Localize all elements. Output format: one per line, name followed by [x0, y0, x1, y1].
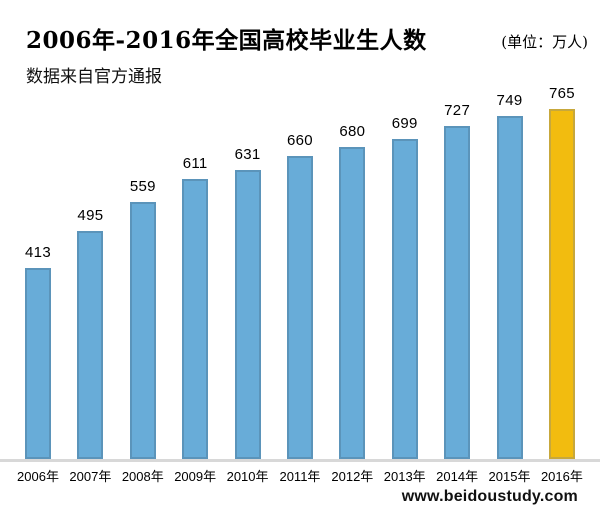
- bar-column: 727: [431, 102, 483, 459]
- bar-column: 749: [484, 92, 536, 459]
- chart-title: 2006年-2016年全国高校毕业生人数: [26, 27, 427, 54]
- bar: [129, 202, 156, 459]
- bar: [234, 170, 261, 459]
- bar-value-label: 559: [129, 178, 156, 195]
- x-axis-tick-label: 2006年: [17, 469, 59, 484]
- x-axis-tick-label: 2010年: [226, 469, 269, 484]
- x-axis-tick-label: 2007年: [69, 469, 112, 484]
- bar-column: 413: [12, 244, 64, 459]
- chart-header: 2006年-2016年全国高校毕业生人数 (单位：万人): [26, 27, 588, 55]
- x-axis-tick-label: 2011年: [279, 469, 321, 484]
- bar-value-label: 727: [444, 102, 471, 119]
- bar-column: 631: [222, 146, 274, 459]
- x-axis-line: [0, 459, 600, 462]
- bar-value-label: 765: [548, 85, 575, 102]
- x-axis-tick-label: 2008年: [121, 469, 164, 484]
- bar: [286, 156, 313, 459]
- bar-column: 680: [326, 123, 378, 459]
- bar-column: 559: [117, 178, 169, 459]
- bar-column: 611: [169, 155, 221, 459]
- x-axis-labels: 2006年 2007年 2008年 2009年 2010年 2011年 2012年 2013年…: [12, 466, 588, 485]
- bar-value-label: 495: [77, 207, 104, 224]
- x-axis-tick-label: 2009年: [174, 469, 217, 484]
- x-axis-tick-label: 2015年: [488, 469, 531, 484]
- bar: [25, 268, 51, 459]
- x-axis-tick-label: 2013年: [383, 469, 426, 484]
- bar-column: 495: [64, 207, 116, 459]
- bars-row: 413 495 559 611 631 660 680 699 727 749 765: [12, 0, 588, 459]
- bar-value-label: 699: [391, 115, 418, 132]
- x-axis-tick-label: 2014年: [436, 469, 479, 484]
- bar: [391, 139, 418, 459]
- bar-value-label: 611: [182, 155, 208, 172]
- bar: [339, 147, 366, 459]
- bar-value-label: 413: [25, 244, 51, 261]
- bar-value-label: 749: [496, 92, 523, 109]
- bar-value-label: 660: [286, 132, 313, 149]
- website-watermark: www.beidoustudy.com: [401, 488, 578, 505]
- x-axis-tick-label: 2012年: [331, 469, 374, 484]
- bar-column: 699: [379, 115, 431, 459]
- bar-value-label: 680: [339, 123, 366, 140]
- x-axis-tick-label: 2016年: [540, 469, 583, 484]
- bar: [77, 231, 104, 459]
- bar-value-label: 631: [234, 146, 261, 163]
- bar: [182, 179, 209, 459]
- bar-highlighted: [548, 109, 575, 459]
- bar: [444, 126, 471, 459]
- unit-label: (单位：万人): [501, 33, 588, 51]
- bar-column: 660: [274, 132, 326, 459]
- chart-subtitle: 数据来自官方通报: [26, 67, 162, 86]
- bar-column: 765: [536, 85, 588, 459]
- bar: [496, 116, 523, 459]
